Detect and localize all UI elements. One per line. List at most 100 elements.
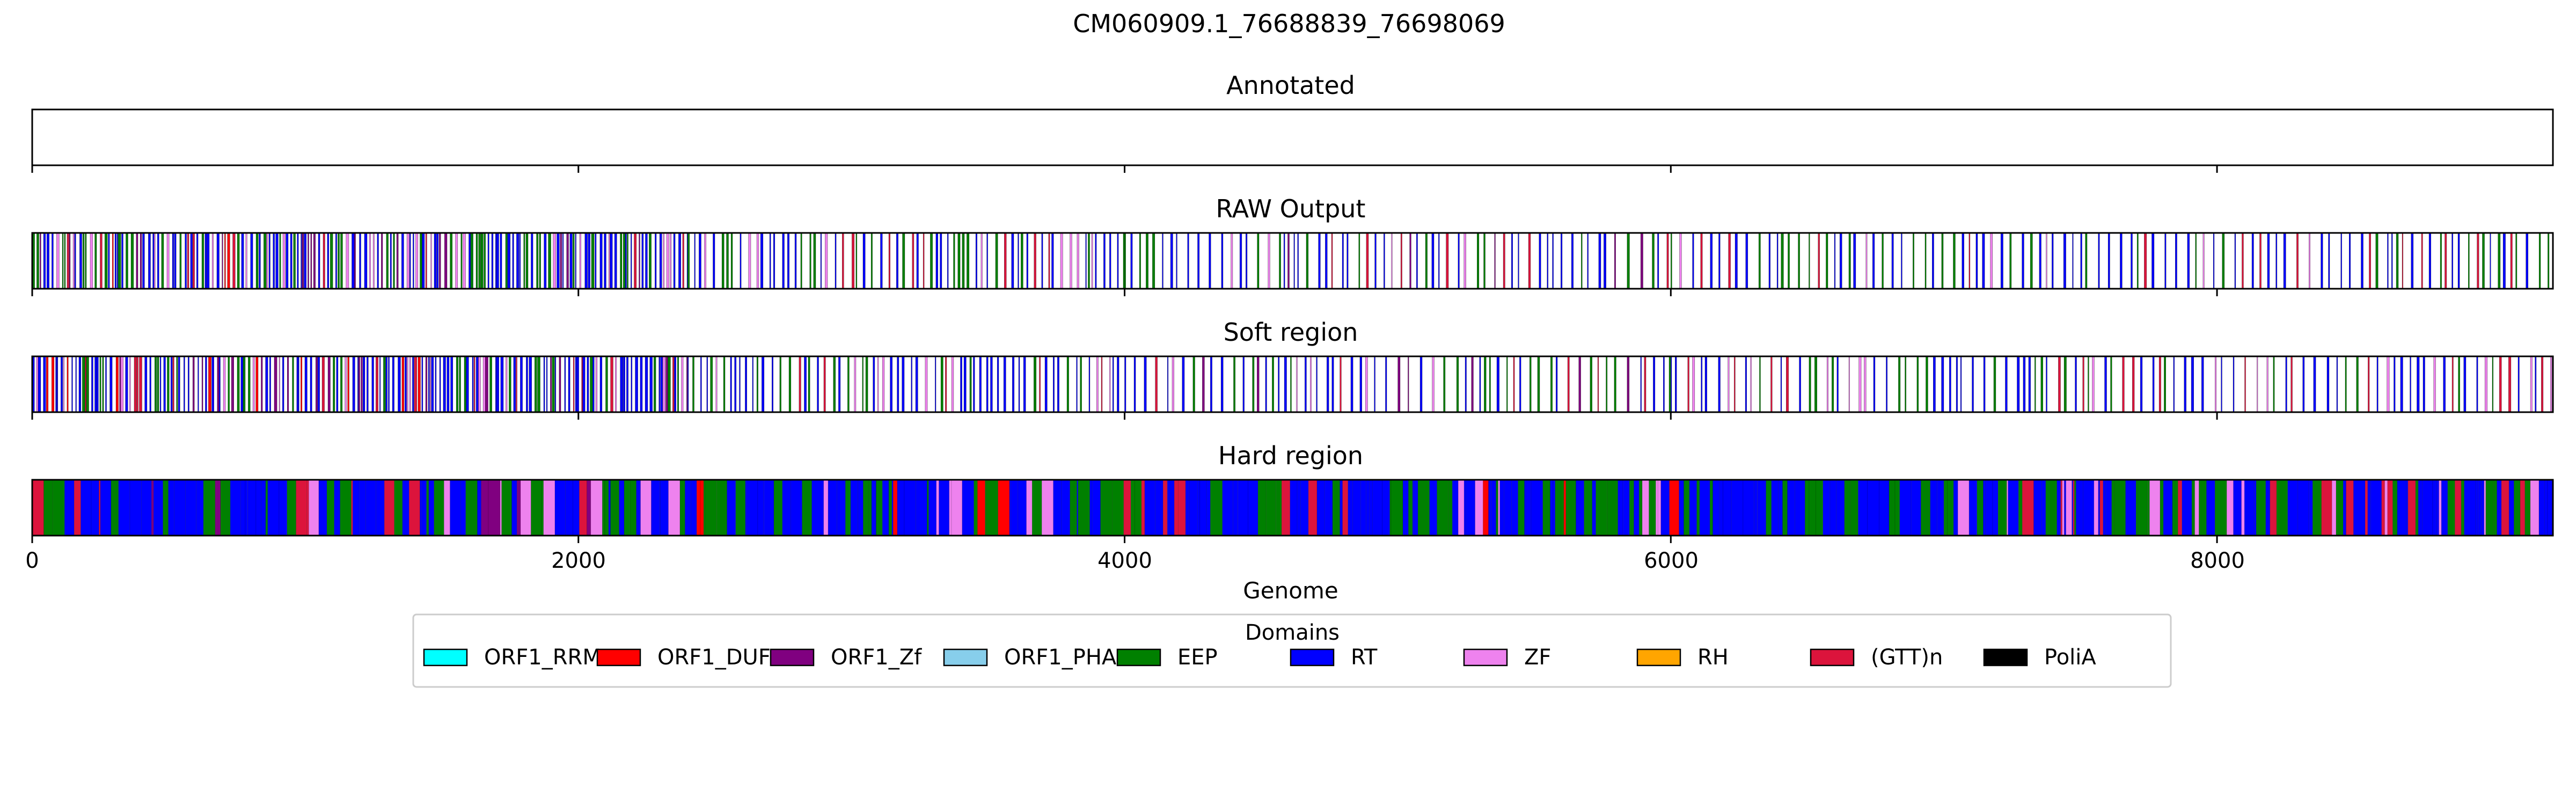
domain-mark-rt xyxy=(1011,232,1014,289)
domain-mark-zf xyxy=(2092,356,2095,413)
domain-mark-rt xyxy=(979,356,982,413)
domain-mark-orf1zf xyxy=(69,232,71,289)
domain-mark-rt xyxy=(2353,479,2366,536)
domain-mark-eep xyxy=(721,232,724,289)
domain-mark-rt xyxy=(2481,479,2485,536)
domain-mark-zf xyxy=(615,356,617,413)
domain-mark-rt xyxy=(2221,356,2222,413)
domain-mark-eep xyxy=(552,356,555,413)
domain-mark-eep xyxy=(627,232,628,289)
domain-mark-eep xyxy=(420,232,422,289)
domain-mark-eep xyxy=(623,232,626,289)
domain-mark-zf xyxy=(346,232,349,289)
domain-mark-eep xyxy=(2191,479,2195,536)
domain-mark-rt xyxy=(1384,232,1385,289)
domain-mark-rt xyxy=(1525,479,1532,536)
domain-mark-eep xyxy=(735,479,746,536)
domain-mark-orf1zf xyxy=(1494,232,1496,289)
domain-mark-zf xyxy=(1041,479,1053,536)
domain-mark-eep xyxy=(489,356,492,413)
domain-mark-rt xyxy=(2428,232,2432,289)
domain-mark-rt xyxy=(491,232,494,289)
domain-mark-gttn xyxy=(2022,479,2034,536)
domain-mark-rt xyxy=(109,356,113,413)
domain-mark-eep xyxy=(1782,479,1788,536)
domain-mark-zf xyxy=(2007,479,2009,536)
domain-mark-rt xyxy=(185,479,196,536)
domain-mark-rt xyxy=(144,356,148,413)
domain-mark-gttn xyxy=(1513,356,1515,413)
domain-mark-rt xyxy=(2463,356,2467,413)
domain-mark-zf xyxy=(590,479,603,536)
domain-mark-rt xyxy=(96,356,99,413)
domain-mark-eep xyxy=(228,356,230,413)
domain-mark-rt xyxy=(2476,356,2478,413)
domain-mark-zf xyxy=(2331,479,2337,536)
domain-mark-rt xyxy=(2152,356,2155,413)
domain-mark-eep xyxy=(1529,356,1532,413)
domain-mark-eep xyxy=(161,232,164,289)
domain-mark-eep xyxy=(974,479,978,536)
domain-mark-eep xyxy=(1596,479,1608,536)
domain-mark-eep xyxy=(456,356,459,413)
domain-mark-zf xyxy=(1365,356,1368,413)
domain-mark-orf1duf xyxy=(67,356,69,413)
domain-mark-gttn xyxy=(2158,356,2161,413)
domain-mark-rt xyxy=(1009,479,1012,536)
domain-mark-rt xyxy=(1839,232,1842,289)
domain-mark-rt xyxy=(817,356,819,413)
domain-mark-zf xyxy=(2241,479,2245,536)
domain-mark-rt xyxy=(170,356,173,413)
domain-mark-eep xyxy=(126,232,128,289)
domain-mark-gttn xyxy=(573,356,575,413)
domain-mark-zf xyxy=(595,356,598,413)
domain-mark-gttn xyxy=(321,356,325,413)
domain-mark-rt xyxy=(1237,479,1248,536)
domain-mark-rt xyxy=(187,356,189,413)
domain-mark-orf1duf xyxy=(52,356,55,413)
domain-mark-zf xyxy=(482,356,486,413)
domain-mark-orf1zf xyxy=(1578,356,1581,413)
domain-mark-eep xyxy=(1265,479,1276,536)
legend-swatch xyxy=(1810,648,1855,667)
domain-mark-eep xyxy=(967,232,970,289)
domain-mark-rt xyxy=(365,479,376,536)
domain-mark-rt xyxy=(1297,479,1301,536)
domain-mark-rt xyxy=(125,356,128,413)
domain-mark-rt xyxy=(1278,356,1280,413)
domain-mark-eep xyxy=(1078,479,1090,536)
domain-mark-eep xyxy=(2468,232,2470,289)
domain-mark-rt xyxy=(1318,232,1321,289)
domain-mark-eep xyxy=(1916,356,1919,413)
domain-mark-rt xyxy=(75,356,77,413)
domain-mark-rt xyxy=(1011,479,1019,536)
domain-mark-zf xyxy=(543,479,555,536)
domain-mark-rt xyxy=(301,232,302,289)
domain-mark-rt xyxy=(620,356,623,413)
domain-mark-zf xyxy=(506,356,508,413)
domain-mark-zf xyxy=(252,356,255,413)
domain-mark-eep xyxy=(340,479,352,536)
domain-mark-gttn xyxy=(1101,356,1103,413)
domain-mark-rt xyxy=(1112,356,1114,413)
domain-mark-zf xyxy=(1458,479,1465,536)
domain-mark-zf xyxy=(2308,232,2310,289)
domain-mark-rt xyxy=(1463,479,1466,536)
domain-mark-rt xyxy=(56,356,58,413)
domain-mark-eep xyxy=(1832,356,1834,413)
legend-item: RH xyxy=(1636,645,1729,670)
domain-mark-eep xyxy=(927,479,929,536)
domain-mark-eep xyxy=(484,232,486,289)
domain-mark-eep xyxy=(386,232,389,289)
domain-mark-rt xyxy=(1382,479,1390,536)
domain-mark-eep xyxy=(394,479,403,536)
domain-mark-eep xyxy=(868,479,872,536)
domain-mark-eep xyxy=(1152,232,1155,289)
domain-mark-rt xyxy=(46,232,49,289)
domain-mark-zf xyxy=(2484,479,2486,536)
domain-mark-rt xyxy=(1293,232,1295,289)
domain-mark-orf1duf xyxy=(1483,479,1489,536)
domain-mark-rt xyxy=(2023,356,2026,413)
domain-mark-rt xyxy=(873,356,875,413)
domain-mark-eep xyxy=(730,232,733,289)
